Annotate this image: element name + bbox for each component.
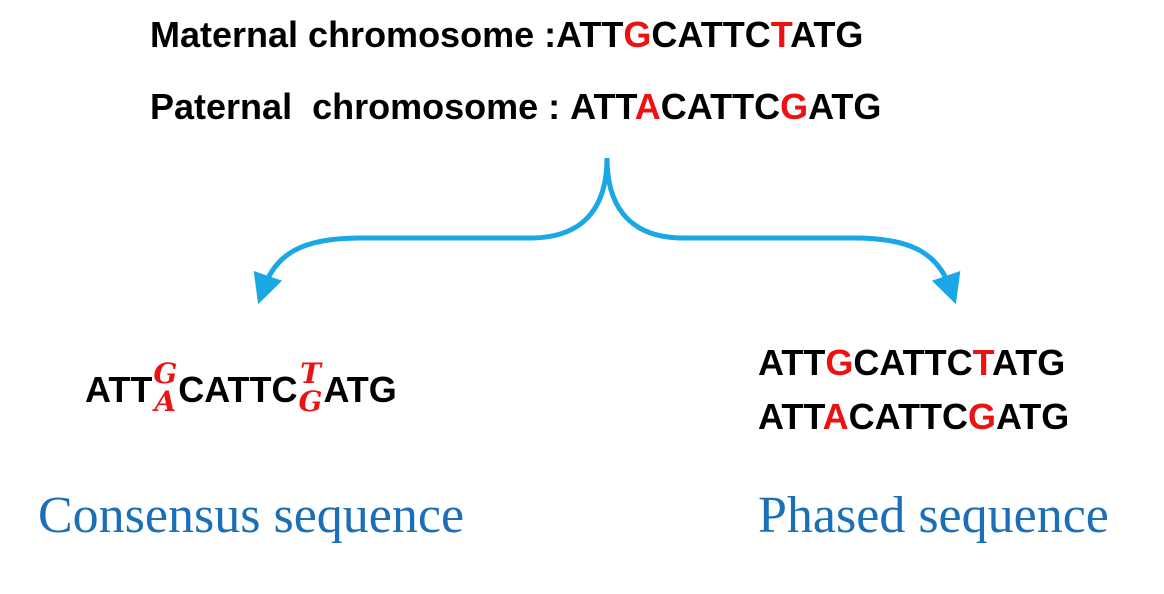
phased-1-part-3: ATG bbox=[991, 342, 1066, 383]
phased-2-part-3: ATG bbox=[995, 396, 1070, 437]
consensus-part-1: ATT bbox=[85, 369, 153, 410]
consensus-variant-2-top: T bbox=[300, 357, 321, 390]
maternal-label: Maternal chromosome : bbox=[150, 14, 557, 55]
phased-2-part-2: CATTC bbox=[848, 396, 968, 437]
paternal-snp-1: A bbox=[634, 86, 661, 127]
phased-2-part-1: ATT bbox=[758, 396, 823, 437]
paternal-chromosome-line: Paternal chromosome : ATTACATTCGATG bbox=[150, 86, 881, 128]
paternal-seq-part-2: CATTC bbox=[660, 86, 781, 127]
maternal-seq-part-2: CATTC bbox=[651, 14, 771, 55]
right-arrow bbox=[604, 157, 961, 305]
phased-line-2: ATTACATTCGATG bbox=[758, 396, 1069, 438]
consensus-variant-1-bottom: A bbox=[154, 385, 177, 418]
consensus-part-3: ATG bbox=[323, 369, 397, 410]
consensus-variant-1-top: G bbox=[153, 357, 178, 390]
consensus-variant-2-bottom: G bbox=[298, 385, 323, 418]
maternal-seq-part-1: ATT bbox=[556, 14, 624, 55]
consensus-sequence: ATT G A CATTC T G ATG bbox=[85, 350, 397, 430]
phased-2-snp-2: G bbox=[967, 396, 996, 437]
consensus-part-2: CATTC bbox=[178, 369, 298, 410]
phased-1-part-1: ATT bbox=[758, 342, 826, 383]
phased-2-snp-1: A bbox=[822, 396, 849, 437]
phased-line-1: ATTGCATTCTATG bbox=[758, 342, 1065, 384]
maternal-snp-2: T bbox=[770, 14, 791, 55]
left-arrow bbox=[253, 157, 610, 305]
consensus-variant-2: T G bbox=[299, 360, 323, 416]
paternal-snp-2: G bbox=[780, 86, 809, 127]
phased-1-snp-2: T bbox=[972, 342, 992, 383]
phased-1-snp-1: G bbox=[825, 342, 854, 383]
paternal-label: Paternal chromosome : bbox=[150, 86, 571, 127]
phased-1-part-2: CATTC bbox=[853, 342, 973, 383]
consensus-variant-1: G A bbox=[153, 360, 177, 416]
maternal-snp-1: G bbox=[623, 14, 652, 55]
paternal-seq-part-1: ATT bbox=[570, 86, 635, 127]
paternal-seq-part-3: ATG bbox=[808, 86, 882, 127]
consensus-caption: Consensus sequence bbox=[38, 487, 465, 544]
phased-caption: Phased sequence bbox=[758, 487, 1109, 544]
maternal-chromosome-line: Maternal chromosome : ATTGCATTCTATG bbox=[150, 14, 863, 56]
maternal-seq-part-3: ATG bbox=[790, 14, 864, 55]
